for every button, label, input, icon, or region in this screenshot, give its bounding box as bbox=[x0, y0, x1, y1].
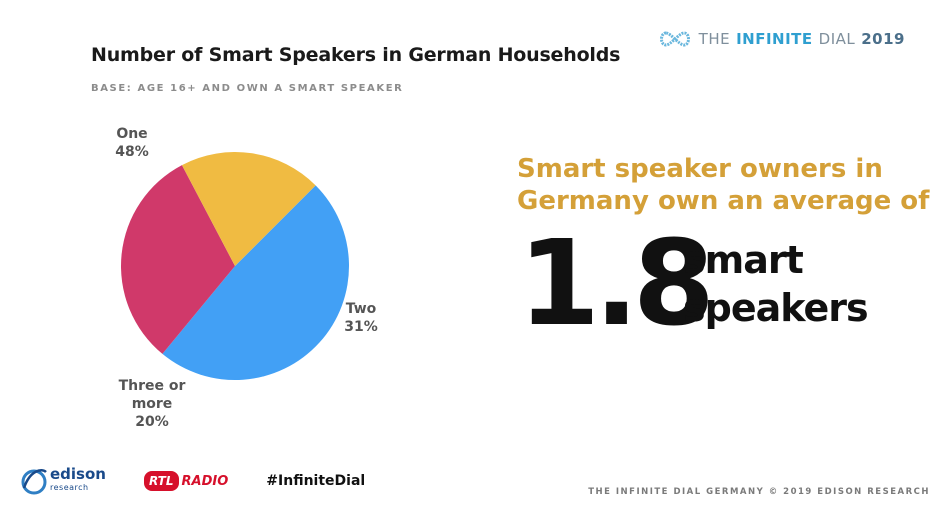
slice-value-two: 31% bbox=[344, 319, 378, 335]
average-unit: smart speakers bbox=[683, 236, 869, 332]
rtl-radio-text: RADIO bbox=[181, 473, 229, 489]
brand-dial: DIAL bbox=[818, 30, 856, 48]
unit-line-2: speakers bbox=[683, 286, 869, 330]
brand-infinite: INFINITE bbox=[736, 30, 813, 48]
chart-title: Number of Smart Speakers in German House… bbox=[91, 44, 621, 66]
brand-prefix: THE bbox=[698, 30, 731, 48]
footer-copyright: THE INFINITE DIAL GERMANY © 2019 EDISON … bbox=[588, 487, 930, 497]
pie-slice-one bbox=[162, 185, 349, 380]
pie-label-one: One 48% bbox=[100, 125, 164, 161]
slice-value-three: 20% bbox=[135, 414, 169, 430]
rtl-radio-logo: RTL RADIO bbox=[143, 471, 229, 491]
chart-subtitle: BASE: AGE 16+ AND OWN A SMART SPEAKER bbox=[91, 83, 404, 94]
headline-line-1: Smart speaker owners in bbox=[517, 154, 883, 184]
callout-headline: Smart speaker owners in Germany own an a… bbox=[517, 153, 929, 217]
infinity-icon bbox=[659, 31, 690, 47]
unit-line-1: smart bbox=[683, 238, 804, 282]
average-number: 1.8 bbox=[518, 214, 715, 352]
infinite-dial-logo: THE INFINITE DIAL 2019 bbox=[657, 30, 905, 48]
headline-line-2: Germany own an average of bbox=[517, 186, 930, 216]
edison-sub: research bbox=[50, 483, 89, 492]
slice-label-one: One bbox=[116, 126, 148, 142]
edison-logo: edison research bbox=[20, 466, 106, 496]
pie-label-two: Two 31% bbox=[334, 300, 388, 336]
rtl-box: RTL bbox=[143, 471, 179, 491]
slice-label-three: Three or more bbox=[118, 378, 186, 412]
edison-ring-icon bbox=[21, 469, 47, 495]
pie-slice-two bbox=[120, 165, 235, 354]
slice-value-one: 48% bbox=[115, 144, 149, 160]
edison-wordmark: edison research bbox=[50, 465, 106, 494]
edison-name: edison bbox=[50, 465, 106, 483]
pie-label-three: Three or more 20% bbox=[112, 377, 192, 431]
pie-chart bbox=[120, 152, 349, 380]
hashtag: #InfiniteDial bbox=[266, 473, 366, 489]
footer-logos: edison research RTL RADIO #InfiniteDial bbox=[20, 466, 365, 496]
pie-slice-three bbox=[181, 152, 316, 266]
brand-year: 2019 bbox=[861, 30, 905, 48]
slice-label-two: Two bbox=[345, 301, 377, 317]
